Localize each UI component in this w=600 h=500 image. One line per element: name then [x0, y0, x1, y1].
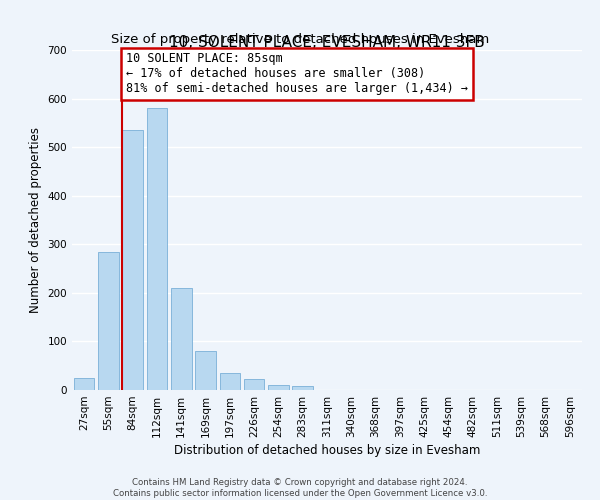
X-axis label: Distribution of detached houses by size in Evesham: Distribution of detached houses by size …: [174, 444, 480, 457]
Bar: [195, 351, 216, 390]
Bar: [74, 378, 94, 390]
Text: 10 SOLENT PLACE: 85sqm
← 17% of detached houses are smaller (308)
81% of semi-de: 10 SOLENT PLACE: 85sqm ← 17% of detached…: [126, 52, 468, 96]
Bar: [171, 288, 191, 390]
Y-axis label: Number of detached properties: Number of detached properties: [29, 127, 42, 313]
Text: Size of property relative to detached houses in Evesham: Size of property relative to detached ho…: [111, 32, 489, 46]
Text: Contains HM Land Registry data © Crown copyright and database right 2024.
Contai: Contains HM Land Registry data © Crown c…: [113, 478, 487, 498]
Bar: [268, 385, 289, 390]
Bar: [146, 108, 167, 390]
Bar: [292, 386, 313, 390]
Bar: [244, 379, 265, 390]
Bar: [122, 130, 143, 390]
Bar: [98, 252, 119, 390]
Bar: [220, 372, 240, 390]
Title: 10, SOLENT PLACE, EVESHAM, WR11 3FB: 10, SOLENT PLACE, EVESHAM, WR11 3FB: [169, 35, 485, 50]
